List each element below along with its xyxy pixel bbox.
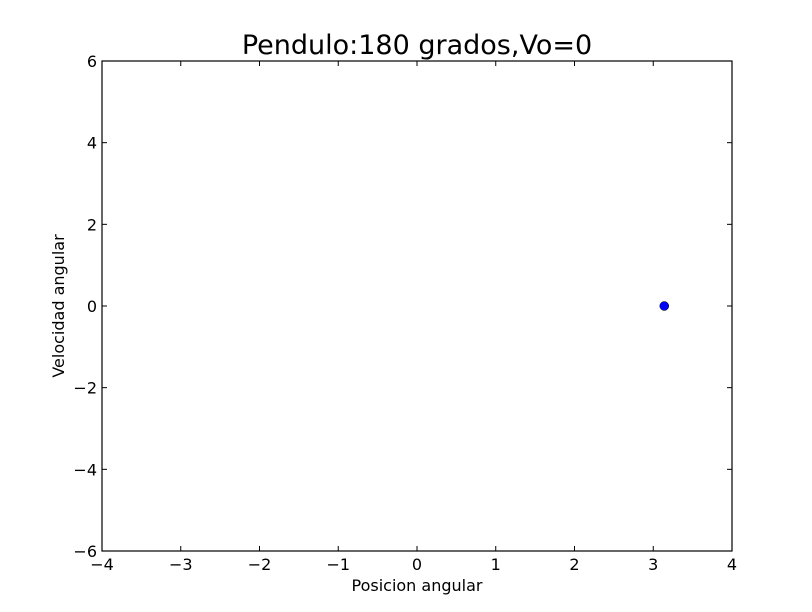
x-tick-label: −2 [248,555,272,574]
plot-frame [101,60,733,552]
y-tick-label: −6 [73,542,97,561]
x-axis-tick-labels: −4 −3 −2 −1 0 1 2 3 4 [90,555,737,574]
x-tick-label: 0 [412,555,422,574]
x-tick-label: −1 [326,555,350,574]
y-axis-label: Velocidad angular [49,234,68,378]
plot-area [102,61,732,551]
y-axis-tick-labels: −6 −4 −2 0 2 4 6 [73,52,97,561]
y-tick-label: −4 [73,460,97,479]
x-tick-label: 3 [648,555,658,574]
y-tick-label: 4 [87,134,97,153]
chart-title: Pendulo:180 grados,Vo=0 [242,30,592,61]
y-tick-label: 0 [87,297,97,316]
y-tick-label: 2 [87,215,97,234]
x-tick-label: 4 [727,555,737,574]
data-points [659,301,670,311]
x-axis-label: Posicion angular [352,576,483,595]
x-tick-label: −4 [90,555,114,574]
data-point [659,301,670,311]
x-tick-label: 1 [491,555,501,574]
y-tick-label: 6 [87,52,97,71]
x-tick-label: 2 [569,555,579,574]
x-tick-label: −3 [169,555,193,574]
y-tick-label: −2 [73,379,97,398]
